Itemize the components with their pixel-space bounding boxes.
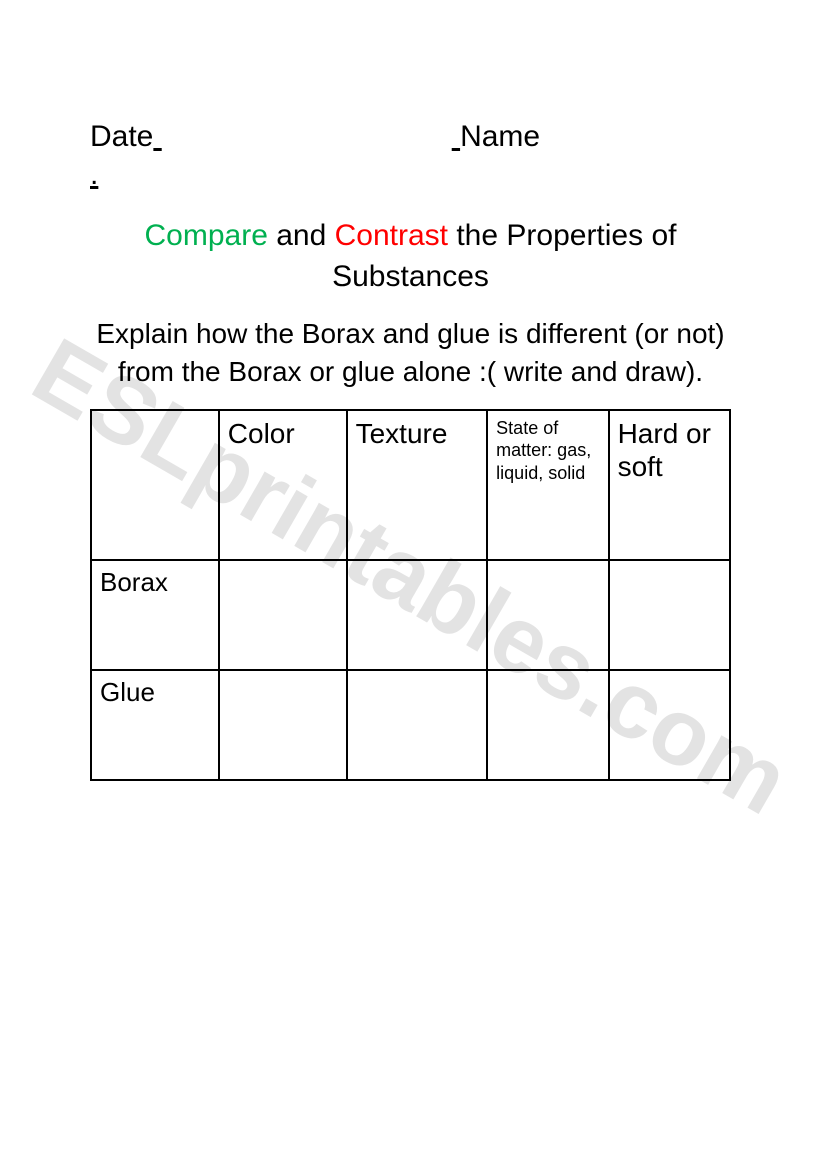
- header-blank: [91, 410, 219, 560]
- cell-glue-texture[interactable]: [347, 670, 488, 780]
- table-row: Borax: [91, 560, 730, 670]
- row-label-borax: Borax: [91, 560, 219, 670]
- table-header-row: Color Texture State of matter: gas, liqu…: [91, 410, 730, 560]
- header-texture: Texture: [347, 410, 488, 560]
- title-and: and: [268, 219, 335, 252]
- header-line: Date Name: [90, 120, 731, 154]
- cell-glue-state[interactable]: [487, 670, 608, 780]
- header-dot: .: [90, 158, 731, 192]
- date-label: Date: [90, 120, 153, 154]
- title-contrast: Contrast: [335, 219, 448, 252]
- cell-borax-state[interactable]: [487, 560, 608, 670]
- cell-glue-color[interactable]: [219, 670, 347, 780]
- worksheet-page: Date Name . Compare and Contrast the Pro…: [0, 0, 821, 781]
- row-label-glue: Glue: [91, 670, 219, 780]
- cell-borax-hardness[interactable]: [609, 560, 730, 670]
- worksheet-title: Compare and Contrast the Properties of S…: [90, 216, 731, 297]
- name-label: Name: [460, 120, 540, 154]
- cell-borax-texture[interactable]: [347, 560, 488, 670]
- header-color: Color: [219, 410, 347, 560]
- cell-borax-color[interactable]: [219, 560, 347, 670]
- properties-table: Color Texture State of matter: gas, liqu…: [90, 409, 731, 781]
- header-state: State of matter: gas, liquid, solid: [487, 410, 608, 560]
- cell-glue-hardness[interactable]: [609, 670, 730, 780]
- header-hardness: Hard or soft: [609, 410, 730, 560]
- title-compare: Compare: [145, 219, 268, 252]
- instructions-text: Explain how the Borax and glue is differ…: [90, 315, 731, 391]
- table-row: Glue: [91, 670, 730, 780]
